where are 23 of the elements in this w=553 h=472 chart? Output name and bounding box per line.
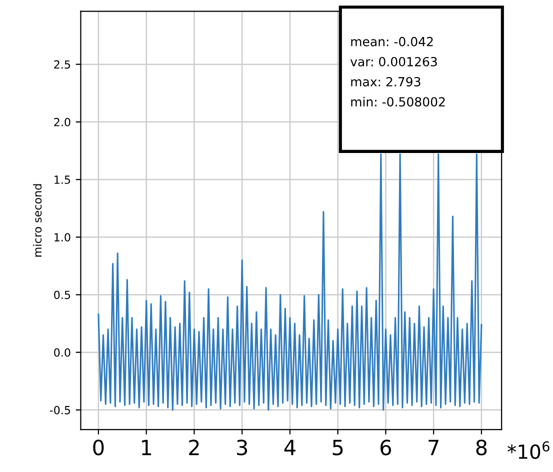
annotation: max: 2.793 — [351, 77, 420, 86]
y-tick-label: 2.0 — [54, 118, 70, 126]
x-tick-label: 5 — [332, 440, 343, 456]
y-tick-label: 1.5 — [54, 176, 70, 184]
x-axis-title: *10$^{6}$ — [508, 441, 550, 460]
annotation: var: 0.001263 — [350, 56, 437, 66]
x-tick-label: 1 — [142, 440, 152, 456]
y-tick-label: 0.5 — [54, 290, 70, 300]
x-tick-label: 8 — [476, 440, 487, 456]
x-tick-label: 7 — [428, 440, 438, 456]
x-tick-label: 4 — [284, 440, 296, 456]
annotation: mean: -0.042 — [351, 36, 433, 46]
y-tick-label: 1.0 — [54, 233, 70, 242]
y-tick-label: 0.0 — [54, 348, 70, 357]
x-tick-label: 6 — [380, 440, 392, 456]
y-tick-label: -0.5 — [50, 406, 70, 414]
line-series — [98, 153, 482, 411]
x-tick-label: 0 — [93, 440, 104, 456]
y-tick-label: 2.5 — [54, 60, 70, 69]
x-tick-label: 3 — [237, 440, 248, 456]
x-tick-label: 2 — [189, 440, 199, 456]
annotation: min: -0.508002 — [351, 96, 445, 107]
y-axis-title: micro second — [33, 184, 42, 257]
